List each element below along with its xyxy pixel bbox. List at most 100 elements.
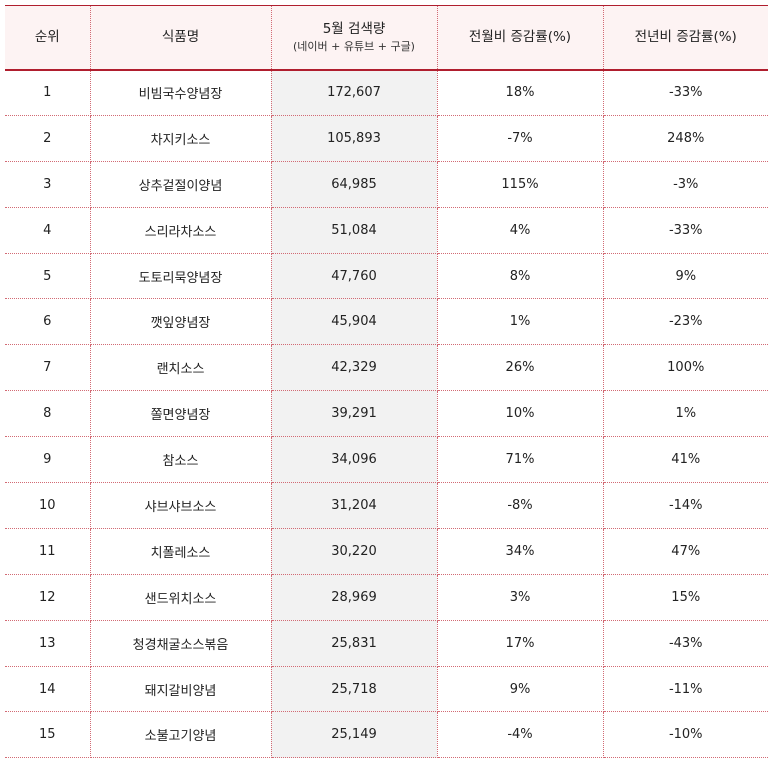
- cell-food-name: 쫄면양념장: [89, 390, 272, 438]
- cell-mom-change: 10%: [436, 390, 604, 438]
- cell-food-name: 돼지갈비양념: [89, 666, 272, 713]
- table-row: 13 청경채굴소스볶음 25,831 17% -43%: [5, 620, 768, 667]
- cell-food-name: 샌드위치소스: [89, 574, 272, 621]
- cell-rank: 15: [5, 711, 91, 759]
- cell-food-name: 상추겉절이양념: [89, 161, 272, 208]
- cell-rank: 13: [5, 620, 91, 667]
- cell-mom-change: -4%: [436, 711, 604, 759]
- cell-food-name: 치폴레소스: [89, 528, 272, 575]
- cell-yoy-change: -10%: [602, 711, 768, 759]
- table-row: 15 소불고기양념 25,149 -4% -10%: [5, 711, 768, 759]
- cell-search-volume: 39,291: [270, 390, 438, 438]
- cell-mom-change: -8%: [436, 482, 604, 529]
- cell-rank: 8: [5, 390, 91, 438]
- cell-yoy-change: 100%: [602, 344, 768, 392]
- cell-yoy-change: -33%: [602, 69, 768, 116]
- header-search-volume-title: 5월 검색량: [322, 20, 386, 37]
- cell-food-name: 비빔국수양념장: [89, 69, 272, 116]
- cell-search-volume: 105,893: [270, 115, 438, 162]
- cell-search-volume: 34,096: [270, 436, 438, 484]
- cell-yoy-change: 15%: [602, 574, 768, 621]
- cell-yoy-change: 47%: [602, 528, 768, 575]
- cell-rank: 12: [5, 574, 91, 621]
- cell-search-volume: 47,760: [270, 253, 438, 300]
- cell-yoy-change: 1%: [602, 390, 768, 438]
- cell-food-name: 차지키소스: [89, 115, 272, 162]
- cell-mom-change: 34%: [436, 528, 604, 575]
- cell-food-name: 깻잎양념장: [89, 298, 272, 346]
- cell-rank: 4: [5, 207, 91, 254]
- header-food-name: 식품명: [89, 5, 272, 71]
- table-row: 9 참소스 34,096 71% 41%: [5, 436, 768, 484]
- cell-rank: 10: [5, 482, 91, 529]
- cell-search-volume: 42,329: [270, 344, 438, 392]
- cell-rank: 14: [5, 666, 91, 713]
- search-volume-table-container: 순위 식품명 5월 검색량 (네이버 + 유튜브 + 구글) 전월비 증감률(%…: [5, 5, 768, 759]
- header-row: 순위 식품명 5월 검색량 (네이버 + 유튜브 + 구글) 전월비 증감률(%…: [5, 5, 768, 71]
- table-body: 1 비빔국수양념장 172,607 18% -33% 2 차지키소스 105,893 -7% 24…: [5, 69, 768, 759]
- cell-yoy-change: 9%: [602, 253, 768, 300]
- header-search-volume: 5월 검색량 (네이버 + 유튜브 + 구글): [270, 5, 438, 71]
- header-rank: 순위: [5, 5, 91, 71]
- search-volume-table: 순위 식품명 5월 검색량 (네이버 + 유튜브 + 구글) 전월비 증감률(%…: [5, 5, 768, 759]
- cell-yoy-change: -3%: [602, 161, 768, 208]
- cell-rank: 3: [5, 161, 91, 208]
- cell-search-volume: 45,904: [270, 298, 438, 346]
- cell-yoy-change: 248%: [602, 115, 768, 162]
- table-row: 10 샤브샤브소스 31,204 -8% -14%: [5, 482, 768, 529]
- table-row: 3 상추겉절이양념 64,985 115% -3%: [5, 161, 768, 208]
- cell-search-volume: 31,204: [270, 482, 438, 529]
- cell-search-volume: 64,985: [270, 161, 438, 208]
- cell-yoy-change: -23%: [602, 298, 768, 346]
- cell-mom-change: 8%: [436, 253, 604, 300]
- cell-mom-change: 3%: [436, 574, 604, 621]
- cell-rank: 2: [5, 115, 91, 162]
- table-row: 11 치폴레소스 30,220 34% 47%: [5, 528, 768, 575]
- cell-mom-change: 17%: [436, 620, 604, 667]
- cell-search-volume: 25,149: [270, 711, 438, 759]
- cell-rank: 6: [5, 298, 91, 346]
- table-row: 1 비빔국수양념장 172,607 18% -33%: [5, 69, 768, 116]
- cell-mom-change: 71%: [436, 436, 604, 484]
- cell-yoy-change: -43%: [602, 620, 768, 667]
- table-row: 7 랜치소스 42,329 26% 100%: [5, 344, 768, 392]
- cell-search-volume: 51,084: [270, 207, 438, 254]
- cell-mom-change: 4%: [436, 207, 604, 254]
- table-header: 순위 식품명 5월 검색량 (네이버 + 유튜브 + 구글) 전월비 증감률(%…: [5, 5, 768, 71]
- cell-rank: 7: [5, 344, 91, 392]
- cell-search-volume: 25,718: [270, 666, 438, 713]
- cell-food-name: 랜치소스: [89, 344, 272, 392]
- cell-yoy-change: -33%: [602, 207, 768, 254]
- cell-search-volume: 28,969: [270, 574, 438, 621]
- cell-search-volume: 172,607: [270, 69, 438, 116]
- cell-food-name: 샤브샤브소스: [89, 482, 272, 529]
- header-mom-change: 전월비 증감률(%): [436, 5, 604, 71]
- cell-yoy-change: -14%: [602, 482, 768, 529]
- cell-food-name: 청경채굴소스볶음: [89, 620, 272, 667]
- table-row: 12 샌드위치소스 28,969 3% 15%: [5, 574, 768, 621]
- cell-rank: 9: [5, 436, 91, 484]
- table-row: 5 도토리묵양념장 47,760 8% 9%: [5, 253, 768, 300]
- table-row: 14 돼지갈비양념 25,718 9% -11%: [5, 666, 768, 713]
- cell-rank: 11: [5, 528, 91, 575]
- cell-rank: 5: [5, 253, 91, 300]
- table-row: 4 스리라차소스 51,084 4% -33%: [5, 207, 768, 254]
- cell-food-name: 참소스: [89, 436, 272, 484]
- cell-mom-change: 1%: [436, 298, 604, 346]
- cell-mom-change: -7%: [436, 115, 604, 162]
- cell-mom-change: 26%: [436, 344, 604, 392]
- cell-mom-change: 115%: [436, 161, 604, 208]
- table-row: 2 차지키소스 105,893 -7% 248%: [5, 115, 768, 162]
- cell-yoy-change: -11%: [602, 666, 768, 713]
- cell-mom-change: 18%: [436, 69, 604, 116]
- cell-search-volume: 25,831: [270, 620, 438, 667]
- header-search-volume-sources: (네이버 + 유튜브 + 구글): [293, 39, 415, 53]
- cell-rank: 1: [5, 69, 91, 116]
- cell-search-volume: 30,220: [270, 528, 438, 575]
- table-row: 8 쫄면양념장 39,291 10% 1%: [5, 390, 768, 438]
- table-row: 6 깻잎양념장 45,904 1% -23%: [5, 298, 768, 346]
- cell-food-name: 스리라차소스: [89, 207, 272, 254]
- cell-yoy-change: 41%: [602, 436, 768, 484]
- header-yoy-change: 전년비 증감률(%): [602, 5, 768, 71]
- cell-food-name: 소불고기양념: [89, 711, 272, 759]
